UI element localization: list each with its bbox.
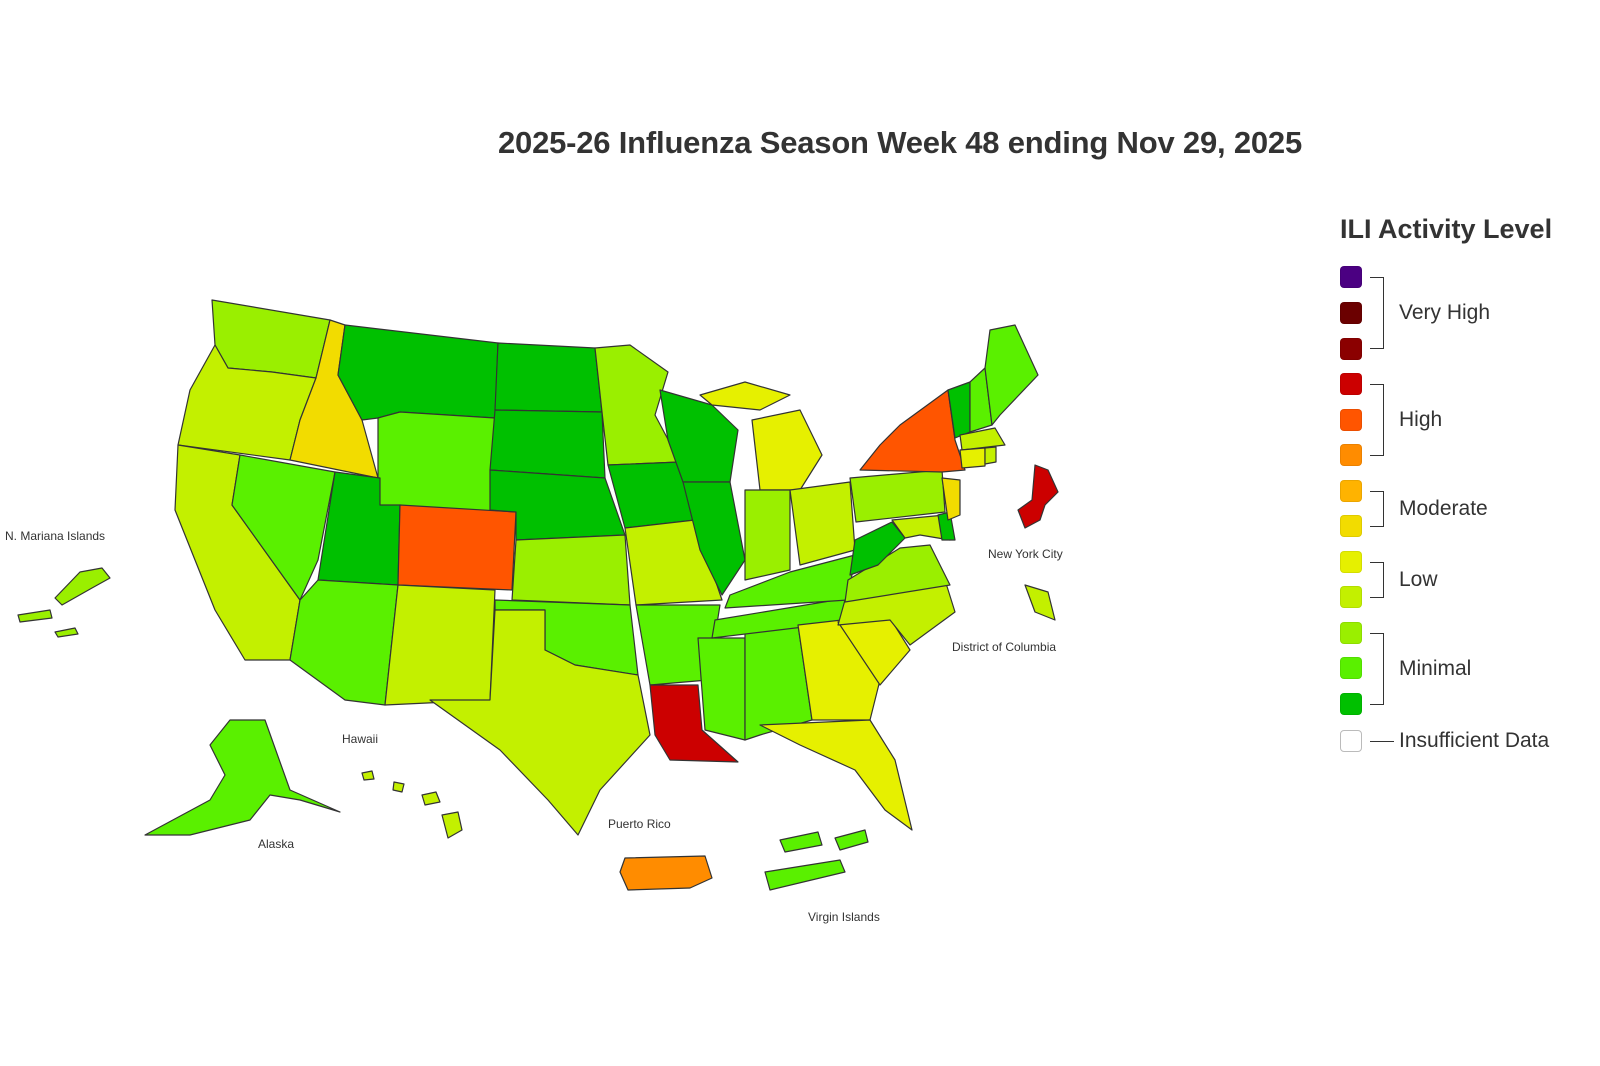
state-kansas[interactable]: [511, 534, 631, 606]
state-montana[interactable]: [337, 324, 499, 421]
legend-bracket-low: [1370, 562, 1384, 598]
state-massachusetts[interactable]: [959, 427, 1006, 451]
legend-bracket-moderate: [1370, 491, 1384, 527]
legend-swatch-high-1: [1340, 444, 1362, 466]
map-title: 2025-26 Influenza Season Week 48 ending …: [497, 125, 1302, 160]
label-mariana: N. Mariana Islands: [5, 529, 105, 543]
state-georgia[interactable]: [797, 619, 881, 721]
state-wyoming[interactable]: [377, 411, 496, 516]
legend: ILI Activity Level Very High High Modera…: [1340, 214, 1590, 774]
state-indiana[interactable]: [744, 489, 791, 581]
label-alaska: Alaska: [258, 837, 294, 851]
state-arizona[interactable]: [289, 579, 399, 706]
territory-virgin-islands-3[interactable]: [764, 859, 846, 891]
legend-label-insufficient: Insufficient Data: [1399, 729, 1550, 752]
state-hawaii-big[interactable]: [441, 811, 463, 839]
legend-swatch-minimal-1: [1340, 693, 1362, 715]
state-louisiana[interactable]: [649, 684, 739, 763]
legend-swatch-very-high-2: [1340, 302, 1362, 324]
state-florida[interactable]: [759, 719, 913, 831]
state-new-jersey[interactable]: [941, 477, 961, 521]
state-maryland[interactable]: [891, 514, 951, 541]
state-nevada[interactable]: [231, 454, 336, 601]
territory-district-of-columbia[interactable]: [1024, 584, 1056, 621]
state-hawaii-oahu[interactable]: [392, 781, 405, 793]
legend-bracket-minimal: [1370, 633, 1384, 705]
label-virgin-islands: Virgin Islands: [808, 910, 880, 924]
territory-mariana-3[interactable]: [54, 627, 79, 638]
state-virginia[interactable]: [844, 544, 951, 603]
state-west-virginia[interactable]: [849, 521, 906, 576]
legend-swatch-very-high-1: [1340, 338, 1362, 360]
state-rhode-island[interactable]: [984, 446, 997, 465]
state-michigan-up[interactable]: [699, 381, 791, 411]
legend-swatch-high-2: [1340, 409, 1362, 431]
state-south-dakota[interactable]: [489, 409, 606, 479]
legend-swatch-minimal-2: [1340, 657, 1362, 679]
state-washington[interactable]: [211, 299, 331, 379]
state-new-mexico[interactable]: [384, 584, 496, 706]
legend-swatch-very-high-3: [1340, 266, 1362, 288]
legend-swatch-low-1: [1340, 586, 1362, 608]
state-ohio[interactable]: [789, 481, 856, 566]
label-dc: District of Columbia: [952, 640, 1056, 654]
state-mississippi[interactable]: [697, 637, 746, 741]
territory-virgin-islands-1[interactable]: [779, 831, 823, 853]
legend-label-low: Low: [1399, 568, 1438, 591]
legend-label-high: High: [1399, 408, 1443, 431]
state-illinois[interactable]: [682, 481, 746, 596]
legend-label-very-high: Very High: [1399, 301, 1491, 324]
territory-virgin-islands-2[interactable]: [834, 829, 869, 851]
legend-swatch-moderate-1: [1340, 515, 1362, 537]
state-texas[interactable]: [429, 609, 651, 836]
state-north-dakota[interactable]: [494, 342, 603, 413]
territory-puerto-rico[interactable]: [619, 855, 713, 891]
state-pennsylvania[interactable]: [849, 469, 946, 523]
label-hawaii: Hawaii: [342, 732, 378, 746]
legend-swatch-low-2: [1340, 551, 1362, 573]
state-hawaii-kauai[interactable]: [361, 770, 375, 781]
legend-label-moderate: Moderate: [1399, 497, 1488, 520]
label-nyc: New York City: [988, 547, 1063, 561]
legend-dash-insufficient: [1370, 741, 1394, 742]
state-maine[interactable]: [984, 324, 1039, 426]
legend-swatch-moderate-2: [1340, 480, 1362, 502]
territory-new-york-city[interactable]: [1017, 464, 1059, 529]
legend-swatch-high-3: [1340, 373, 1362, 395]
state-michigan[interactable]: [751, 409, 823, 491]
territory-mariana-1[interactable]: [54, 567, 111, 606]
legend-bracket-high: [1370, 384, 1384, 456]
state-hawaii-maui[interactable]: [421, 791, 441, 806]
legend-label-minimal: Minimal: [1399, 657, 1472, 680]
legend-title: ILI Activity Level: [1340, 214, 1553, 244]
state-alaska[interactable]: [144, 719, 341, 836]
label-puerto-rico: Puerto Rico: [608, 817, 671, 831]
territory-mariana-2[interactable]: [17, 609, 53, 623]
legend-swatch-minimal-3: [1340, 622, 1362, 644]
legend-bracket-very-high: [1370, 277, 1384, 349]
state-colorado[interactable]: [397, 504, 517, 591]
state-connecticut[interactable]: [959, 447, 986, 469]
legend-swatch-insufficient: [1340, 730, 1362, 752]
